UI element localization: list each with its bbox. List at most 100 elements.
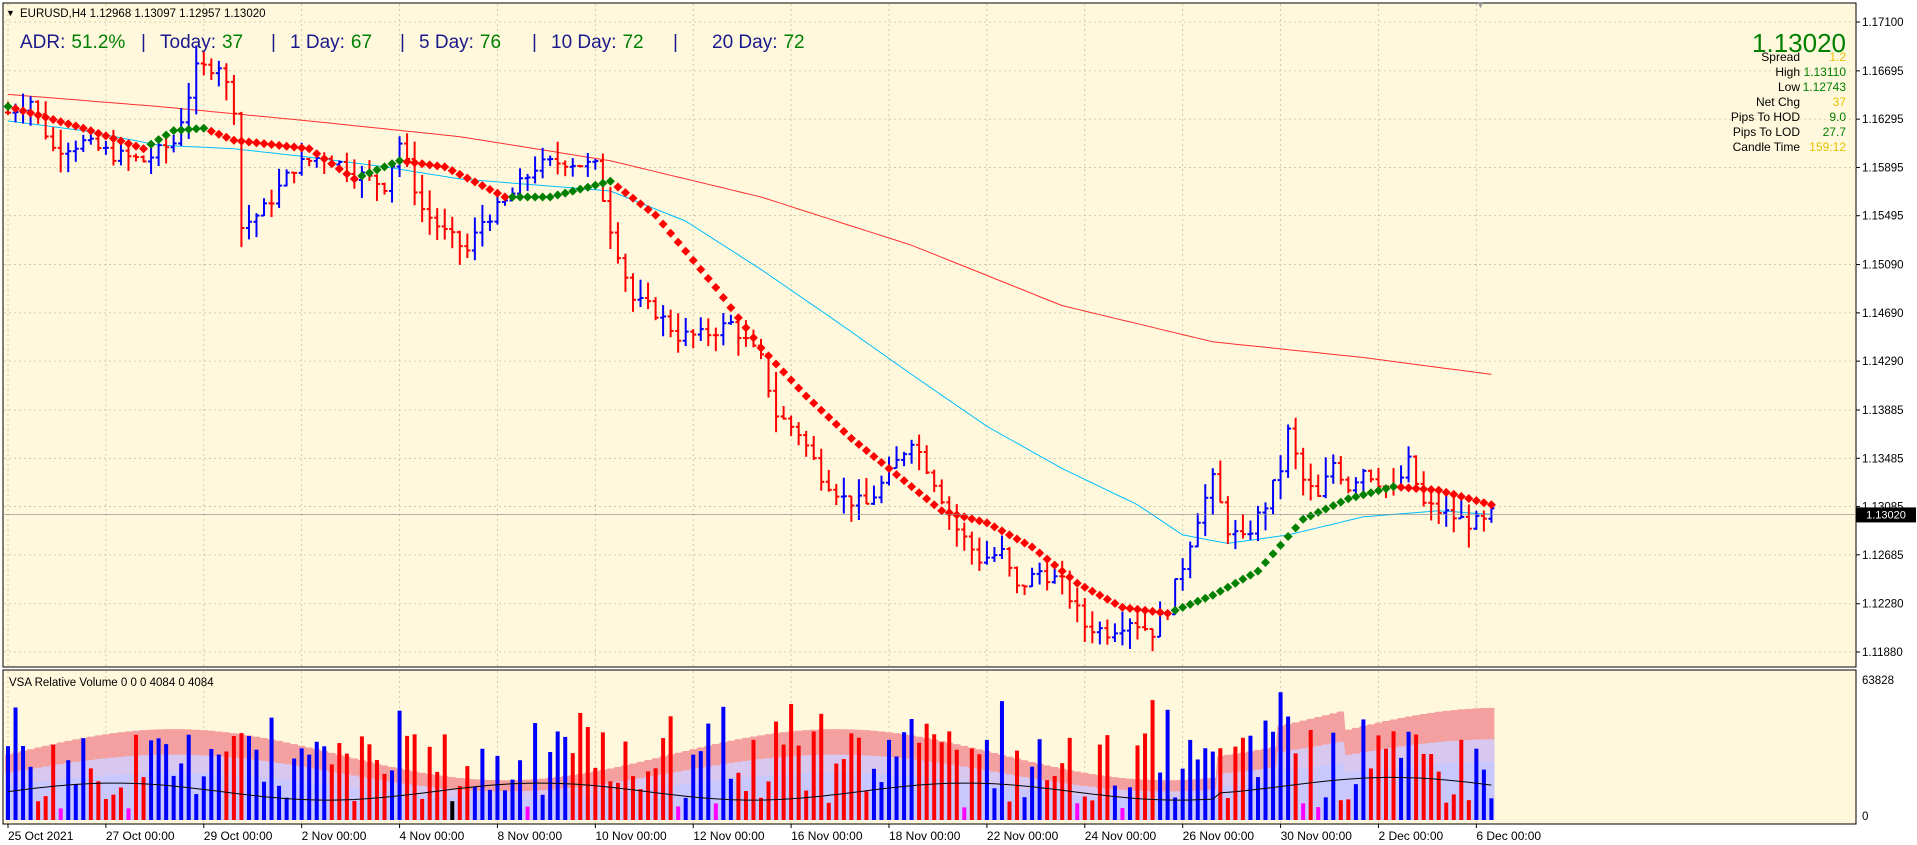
signal-dot [161, 130, 171, 140]
volume-bar [1361, 719, 1366, 820]
price-bar [1262, 502, 1269, 531]
signal-dot [523, 192, 533, 202]
price-bar [50, 127, 57, 152]
signal-dot [462, 173, 472, 183]
svg-text:20 Day:72: 20 Day: 72 [712, 32, 805, 53]
signal-dot [372, 165, 382, 175]
signal-dot [741, 323, 751, 333]
signal-dot [545, 192, 555, 202]
volume-bar [1173, 797, 1178, 820]
price-bar [1014, 566, 1021, 594]
signal-dot [568, 186, 578, 196]
price-bar [569, 158, 576, 177]
time-axis[interactable]: 25 Oct 2021 27 Oct 00:00 29 Oct 00:00 2 Nov… [7, 824, 1541, 843]
volume-bar [224, 751, 229, 820]
volume-bar [819, 713, 824, 820]
volume-bar [1301, 803, 1306, 820]
volume-bar [1383, 748, 1388, 820]
price-bar [931, 469, 938, 493]
price-bar [479, 204, 486, 247]
volume-bar [1451, 794, 1456, 820]
price-bar [908, 439, 915, 464]
volume-bar [743, 790, 748, 820]
volume-bar [1436, 771, 1441, 820]
price-bar [471, 217, 478, 261]
signal-dot [267, 140, 277, 149]
signal-dot [1306, 511, 1316, 521]
price-bar [434, 208, 441, 240]
volume-max-label: 63828 [1862, 675, 1894, 687]
price-bar [1232, 519, 1239, 550]
volume-bar [66, 760, 71, 820]
volume-bar [1308, 730, 1313, 820]
signal-dot [1373, 486, 1383, 496]
signal-dot [33, 110, 43, 120]
price-panel[interactable] [2, 2, 1857, 668]
signal-dot [726, 303, 736, 313]
info-row-value: 1.2 [1829, 50, 1846, 64]
signal-dot [1200, 593, 1210, 603]
signal-dot [1366, 488, 1376, 498]
volume-bar [307, 754, 312, 820]
signal-dot [575, 184, 585, 194]
signal-dot [907, 482, 917, 492]
price-bar [426, 190, 433, 235]
y-tick-label: 1.15495 [1862, 211, 1904, 223]
signal-dot [1148, 606, 1158, 616]
y-tick-label: 1.14290 [1862, 356, 1904, 368]
moving-average-lines [7, 93, 1492, 544]
price-bar [291, 171, 298, 184]
volume-bar [412, 734, 417, 820]
volume-bar [502, 790, 507, 820]
price-bar [562, 160, 569, 177]
price-bar [998, 535, 1005, 559]
price-bar [419, 174, 426, 223]
price-tag: 1.13020 [1856, 507, 1916, 523]
signal-dot [26, 108, 36, 118]
volume-bar [457, 786, 462, 820]
price-bar [622, 253, 629, 292]
signal-dot [1253, 566, 1263, 576]
signal-dot [410, 158, 420, 168]
volume-bar [563, 736, 568, 820]
x-tick-label: 26 Nov 00:00 [1183, 829, 1255, 843]
volume-bar [1421, 753, 1426, 820]
price-bar [1300, 447, 1307, 496]
signal-dot [1276, 540, 1286, 550]
info-row-label: Net Chg [1756, 95, 1800, 109]
signal-dot [628, 193, 638, 203]
price-bar [645, 282, 652, 310]
x-tick-label: 12 Nov 00:00 [693, 829, 765, 843]
signal-dot [236, 136, 246, 146]
signal-dot [1230, 578, 1240, 588]
volume-bar [721, 706, 726, 820]
price-axis[interactable]: 1.17100 1.16695 1.16295 1.15895 1.15495 1.150… [1856, 17, 1904, 659]
signal-dot [605, 176, 615, 186]
volume-bar [1346, 799, 1351, 820]
price-bar [1345, 476, 1352, 494]
volume-bar [442, 734, 447, 820]
price-bar [667, 309, 674, 338]
volume-bar [879, 782, 884, 820]
volume-bar [450, 801, 455, 820]
volume-bar [1150, 700, 1155, 820]
volume-bar [939, 742, 944, 820]
volume-bar [623, 741, 628, 820]
volume-bar [909, 719, 914, 820]
x-tick-label: 10 Nov 00:00 [595, 829, 667, 843]
price-bar [916, 434, 923, 471]
signal-dot [357, 171, 367, 181]
volume-bar [615, 782, 620, 820]
volume-bar [58, 808, 63, 820]
volume-bar [570, 753, 575, 820]
volume-bar [164, 744, 169, 820]
volume-bar [427, 746, 432, 820]
price-bar [607, 186, 614, 250]
volume-bar [6, 746, 10, 820]
signal-dot [1245, 570, 1255, 580]
volume-bar [126, 808, 131, 820]
volume-bar [269, 717, 274, 820]
svg-text:1 Day:67: 1 Day: 67 [290, 32, 372, 53]
signal-dot [809, 398, 819, 408]
